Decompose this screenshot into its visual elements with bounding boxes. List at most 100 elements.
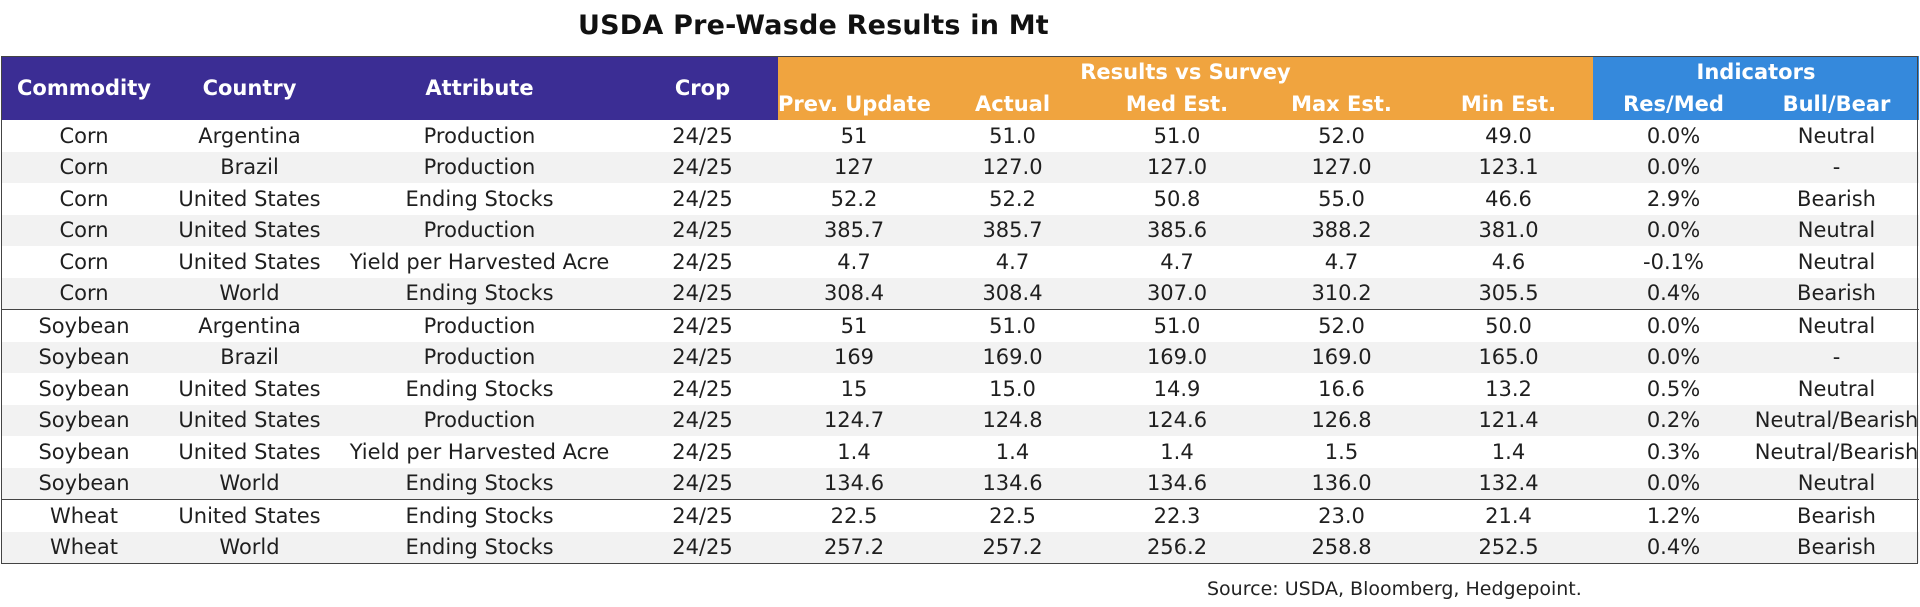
cell-res-med: 2.9%: [1646, 186, 1701, 211]
cell-med-est: 169.0: [1095, 341, 1259, 373]
table-row: Wheat World Ending Stocks 24/25 257.2 257.2 25…: [1, 531, 1919, 563]
table-row: Corn United States Yield per Harvested Acr…: [1, 246, 1919, 278]
cell-commodity: Soybean: [1, 341, 167, 373]
cell-max-est: 52.0: [1259, 309, 1424, 342]
cell-country: Argentina: [198, 123, 301, 148]
cell-max-est: 55.0: [1318, 186, 1365, 211]
cell-crop: 24/25: [627, 309, 778, 342]
cell-bull-bear: Neutral: [1754, 214, 1919, 246]
cell-crop: 24/25: [672, 123, 733, 148]
cell-med-est: 22.3: [1095, 499, 1259, 532]
cell-min-est: 50.0: [1424, 309, 1593, 342]
table-body: Corn Argentina Production 24/25 51 51.0 51.0 52…: [1, 120, 1919, 563]
cell-prev-update: 257.2: [778, 531, 930, 563]
cell-country: Brazil: [167, 341, 332, 373]
cell-attribute: Production: [332, 404, 627, 436]
cell-bull-bear: -: [1754, 341, 1919, 373]
header-commodity: Commodity: [1, 56, 167, 120]
cell-bull-bear: Neutral/Bearish: [1754, 404, 1919, 436]
cell-bull-bear: Neutral: [1797, 376, 1876, 401]
cell-crop: 24/25: [627, 499, 778, 532]
cell-commodity: Corn: [1, 277, 167, 310]
cell-crop: 24/25: [627, 277, 778, 310]
cell-country: United States: [167, 214, 332, 246]
cell-max-est: 310.2: [1259, 277, 1424, 310]
cell-res-med: 0.0%: [1593, 214, 1754, 246]
cell-actual: 124.8: [930, 404, 1095, 436]
cell-commodity: Soybean: [1, 309, 167, 342]
cell-actual: 1.4: [995, 439, 1030, 464]
cell-min-est: 132.4: [1424, 467, 1593, 500]
cell-country: World: [167, 277, 332, 310]
cell-prev-update: 308.4: [778, 277, 930, 310]
cell-prev-update: 169: [778, 341, 930, 373]
cell-actual: 127.0: [930, 151, 1095, 183]
cell-crop: 24/25: [672, 249, 733, 274]
cell-min-est: 252.5: [1424, 531, 1593, 563]
cell-prev-update: 51: [840, 123, 868, 148]
cell-country: World: [167, 531, 332, 563]
cell-crop: 24/25: [627, 467, 778, 500]
cell-actual: 169.0: [930, 341, 1095, 373]
cell-prev-update: 1.4: [837, 439, 871, 464]
cell-commodity: Corn: [1, 214, 167, 246]
source-note: Source: USDA, Bloomberg, Hedgepoint.: [1207, 578, 1582, 600]
cell-crop: 24/25: [672, 186, 733, 211]
cell-max-est: 127.0: [1259, 151, 1424, 183]
cell-med-est: 127.0: [1095, 151, 1259, 183]
cell-res-med: 0.2%: [1593, 404, 1754, 436]
cell-med-est: 50.8: [1153, 186, 1201, 211]
cell-res-med: 1.2%: [1593, 499, 1754, 532]
cell-actual: 15.0: [989, 376, 1036, 401]
cell-bull-bear: Neutral/Bearish: [1754, 439, 1919, 464]
cell-min-est: 4.6: [1491, 249, 1526, 274]
cell-min-est: 123.1: [1424, 151, 1593, 183]
cell-max-est: 1.5: [1324, 439, 1359, 464]
cell-actual: 51.0: [930, 309, 1095, 342]
header-prev-update: Prev. Update: [778, 88, 931, 120]
page-title: USDA Pre-Wasde Results in Mt: [578, 10, 1049, 41]
cell-commodity: Soybean: [38, 439, 130, 464]
cell-actual: 385.7: [930, 214, 1095, 246]
cell-commodity: Wheat: [1, 531, 167, 563]
cell-bull-bear: -: [1754, 151, 1919, 183]
cell-res-med: 0.4%: [1593, 277, 1754, 310]
header-min-est: Min Est.: [1424, 88, 1593, 120]
cell-country: Argentina: [167, 309, 332, 342]
cell-country: United States: [167, 404, 332, 436]
header-group-indicators: Indicators: [1593, 56, 1919, 88]
cell-bull-bear: Bearish: [1754, 499, 1919, 532]
header-actual: Actual: [930, 88, 1095, 120]
cell-commodity: Corn: [59, 123, 109, 148]
cell-min-est: 121.4: [1424, 404, 1593, 436]
cell-country: United States: [167, 499, 332, 532]
table-row: Wheat United States Ending Stocks 24/25 22.5…: [1, 499, 1919, 532]
cell-commodity: Corn: [1, 151, 167, 183]
cell-max-est: 16.6: [1318, 376, 1365, 401]
results-table: Commodity Country Attribute Crop Results…: [1, 56, 1919, 563]
cell-min-est: 49.0: [1485, 123, 1532, 148]
cell-bull-bear: Bearish: [1754, 531, 1919, 563]
cell-actual: 51.0: [989, 123, 1036, 148]
cell-prev-update: 127: [778, 151, 930, 183]
cell-attribute: Ending Stocks: [405, 186, 554, 211]
cell-max-est: 258.8: [1259, 531, 1424, 563]
cell-commodity: Wheat: [1, 499, 167, 532]
cell-crop: 24/25: [627, 151, 778, 183]
cell-actual: 4.7: [995, 249, 1030, 274]
cell-actual: 52.2: [989, 186, 1036, 211]
cell-crop: 24/25: [627, 531, 778, 563]
header-attribute: Attribute: [332, 56, 627, 120]
cell-attribute: Ending Stocks: [332, 277, 627, 310]
cell-min-est: 165.0: [1424, 341, 1593, 373]
cell-max-est: 136.0: [1259, 467, 1424, 500]
cell-min-est: 13.2: [1485, 376, 1532, 401]
cell-crop: 24/25: [627, 214, 778, 246]
cell-min-est: 305.5: [1424, 277, 1593, 310]
cell-attribute: Ending Stocks: [332, 531, 627, 563]
cell-country: World: [167, 467, 332, 500]
header-max-est: Max Est.: [1259, 88, 1424, 120]
header-res-med: Res/Med: [1593, 88, 1754, 120]
cell-med-est: 256.2: [1095, 531, 1259, 563]
cell-country: United States: [178, 249, 321, 274]
